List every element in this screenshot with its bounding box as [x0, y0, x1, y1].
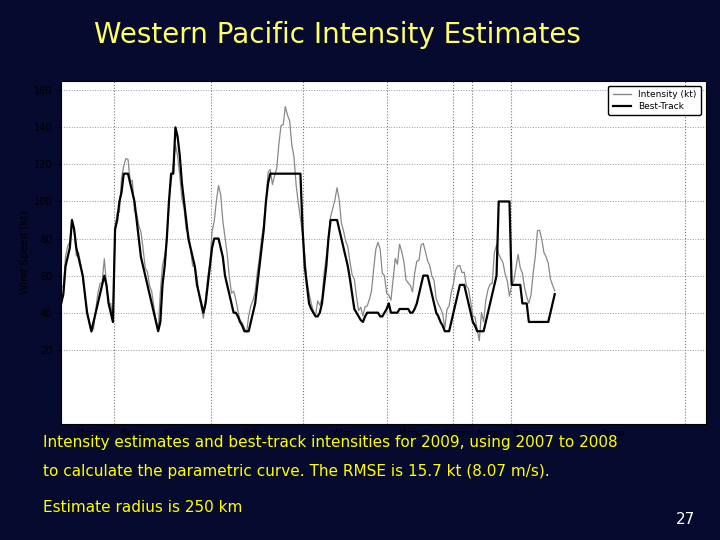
Intensity (kt): [225, 273, 233, 280]
Intensity (kt): [550, 288, 559, 294]
Intensity (kt): [475, 338, 484, 344]
Best-Track: [518, 300, 527, 307]
Text: Velor: Velor: [332, 429, 351, 438]
Text: Intensity estimates and best-track intensities for 2009, using 2007 to 2008: Intensity estimates and best-track inten…: [43, 435, 618, 450]
Legend: Intensity (kt), Best-Track: Intensity (kt), Best-Track: [608, 85, 701, 115]
Best-Track: [436, 319, 445, 325]
Intensity (kt): [148, 288, 156, 295]
Intensity (kt): [460, 269, 469, 275]
Intensity (kt): [449, 280, 458, 287]
Text: Kujira: Kujira: [163, 429, 185, 438]
Text: Namsa: Namsa: [477, 429, 503, 438]
Text: 27: 27: [675, 511, 695, 526]
Text: Estimate radius is 250 km: Estimate radius is 250 km: [43, 500, 243, 515]
Intensity (kt): [281, 103, 289, 110]
Best-Track: [57, 300, 66, 307]
Text: Linfa: Linfa: [242, 429, 261, 438]
Best-Track: [229, 309, 238, 316]
Best-Track: [150, 309, 158, 316]
Text: Chanchu: Chanchu: [76, 429, 110, 438]
Text: Mirinae: Mirinae: [398, 429, 427, 438]
Intensity (kt): [57, 283, 66, 289]
Best-Track: [462, 291, 471, 298]
Best-Track: [451, 300, 460, 307]
Best-Track: [171, 124, 180, 131]
Intensity (kt): [518, 270, 527, 276]
Y-axis label: Wind Speed (kt): Wind Speed (kt): [19, 211, 30, 294]
Line: Best-Track: Best-Track: [61, 127, 554, 331]
Text: Volvere: Volvere: [444, 429, 472, 438]
Text: Fanno: Fanno: [600, 429, 624, 438]
Best-Track: [550, 291, 559, 298]
Text: to calculate the parametric curve. The RMSE is 15.7 kt (8.07 m/s).: to calculate the parametric curve. The R…: [43, 464, 550, 480]
Text: Kalani: Kalani: [120, 429, 144, 438]
Text: Neparac: Neparac: [513, 429, 544, 438]
Best-Track: [87, 328, 96, 334]
Text: Western Pacific Intensity Estimates: Western Pacific Intensity Estimates: [94, 21, 580, 49]
Line: Intensity (kt): Intensity (kt): [61, 106, 554, 341]
Intensity (kt): [434, 301, 443, 307]
